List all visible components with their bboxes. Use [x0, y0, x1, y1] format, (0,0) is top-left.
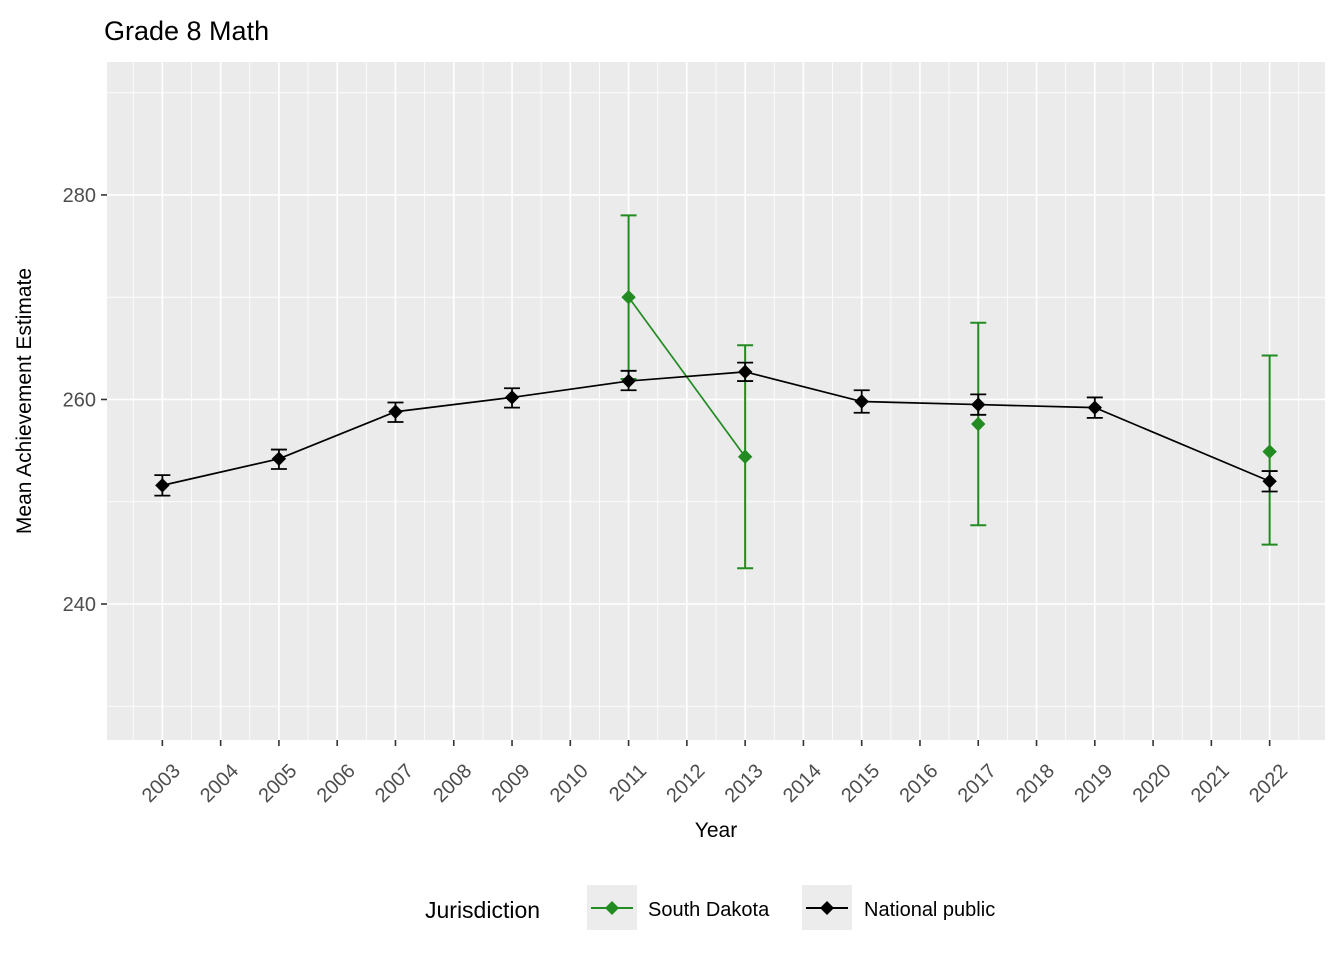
- x-tick-label: 2020: [1129, 760, 1176, 807]
- axis-ticks: [101, 194, 1271, 746]
- x-tick-label: 2006: [313, 760, 360, 807]
- data-point-marker: [388, 404, 403, 419]
- x-tick-label: 2007: [371, 760, 418, 807]
- x-tick-label: 2018: [1012, 760, 1059, 807]
- plot-title: Grade 8 Math: [104, 16, 269, 46]
- data-point-marker: [621, 290, 636, 305]
- data-point-marker: [1087, 400, 1103, 415]
- series-south-dakota: [620, 214, 1278, 570]
- data-point-marker: [971, 416, 986, 432]
- gridlines-major: [107, 62, 1325, 740]
- x-tick-label: 2017: [954, 760, 1001, 807]
- x-tick-label: 2003: [138, 760, 185, 807]
- x-tick-label: 2015: [837, 760, 884, 807]
- data-point-marker: [854, 394, 869, 409]
- x-tick-label: 2013: [721, 760, 768, 807]
- y-tick-label: 260: [63, 389, 96, 411]
- y-tick-label: 240: [63, 594, 96, 616]
- data-point-marker: [605, 901, 619, 915]
- x-axis-title: Year: [695, 819, 737, 842]
- legend-title: Jurisdiction: [425, 897, 540, 923]
- data-point-marker: [1262, 444, 1277, 459]
- y-axis-title: Mean Achievement Estimate: [13, 268, 36, 534]
- data-point-marker: [737, 364, 753, 380]
- data-point-marker: [737, 449, 753, 464]
- series-national-public: [154, 361, 1278, 497]
- x-tick-label: 2008: [429, 760, 476, 807]
- legend-key-national-public: [802, 885, 852, 930]
- x-tick-label: 2022: [1245, 760, 1292, 807]
- x-tick-label: 2004: [196, 760, 243, 807]
- x-tick-label: 2012: [662, 760, 709, 807]
- x-tick-label: 2021: [1187, 760, 1234, 807]
- x-tick-label: 2019: [1070, 760, 1117, 807]
- data-point-marker: [271, 451, 287, 466]
- legend-label-south-dakota: South Dakota: [648, 899, 770, 921]
- x-tick-label: 2005: [254, 760, 301, 807]
- x-tick-label: 2016: [895, 760, 942, 807]
- series-line: [162, 370, 1270, 487]
- series-layer: [154, 214, 1278, 570]
- legend-label-national-public: National public: [864, 899, 995, 921]
- data-point-marker: [971, 397, 986, 412]
- data-point-marker: [621, 373, 636, 389]
- legend: Jurisdiction South Dakota National publi…: [425, 885, 995, 930]
- y-tick-label: 280: [63, 185, 96, 207]
- data-point-marker: [820, 901, 834, 915]
- legend-key-south-dakota: [587, 885, 637, 930]
- data-point-marker: [504, 390, 520, 405]
- x-tick-label: 2010: [546, 760, 593, 807]
- data-point-marker: [1262, 474, 1277, 489]
- x-tick-label: 2014: [779, 760, 826, 807]
- x-tick-label: 2011: [605, 760, 651, 806]
- x-tick-label: 2009: [488, 760, 535, 807]
- data-point-marker: [155, 478, 170, 493]
- gridlines-minor: [107, 62, 1325, 740]
